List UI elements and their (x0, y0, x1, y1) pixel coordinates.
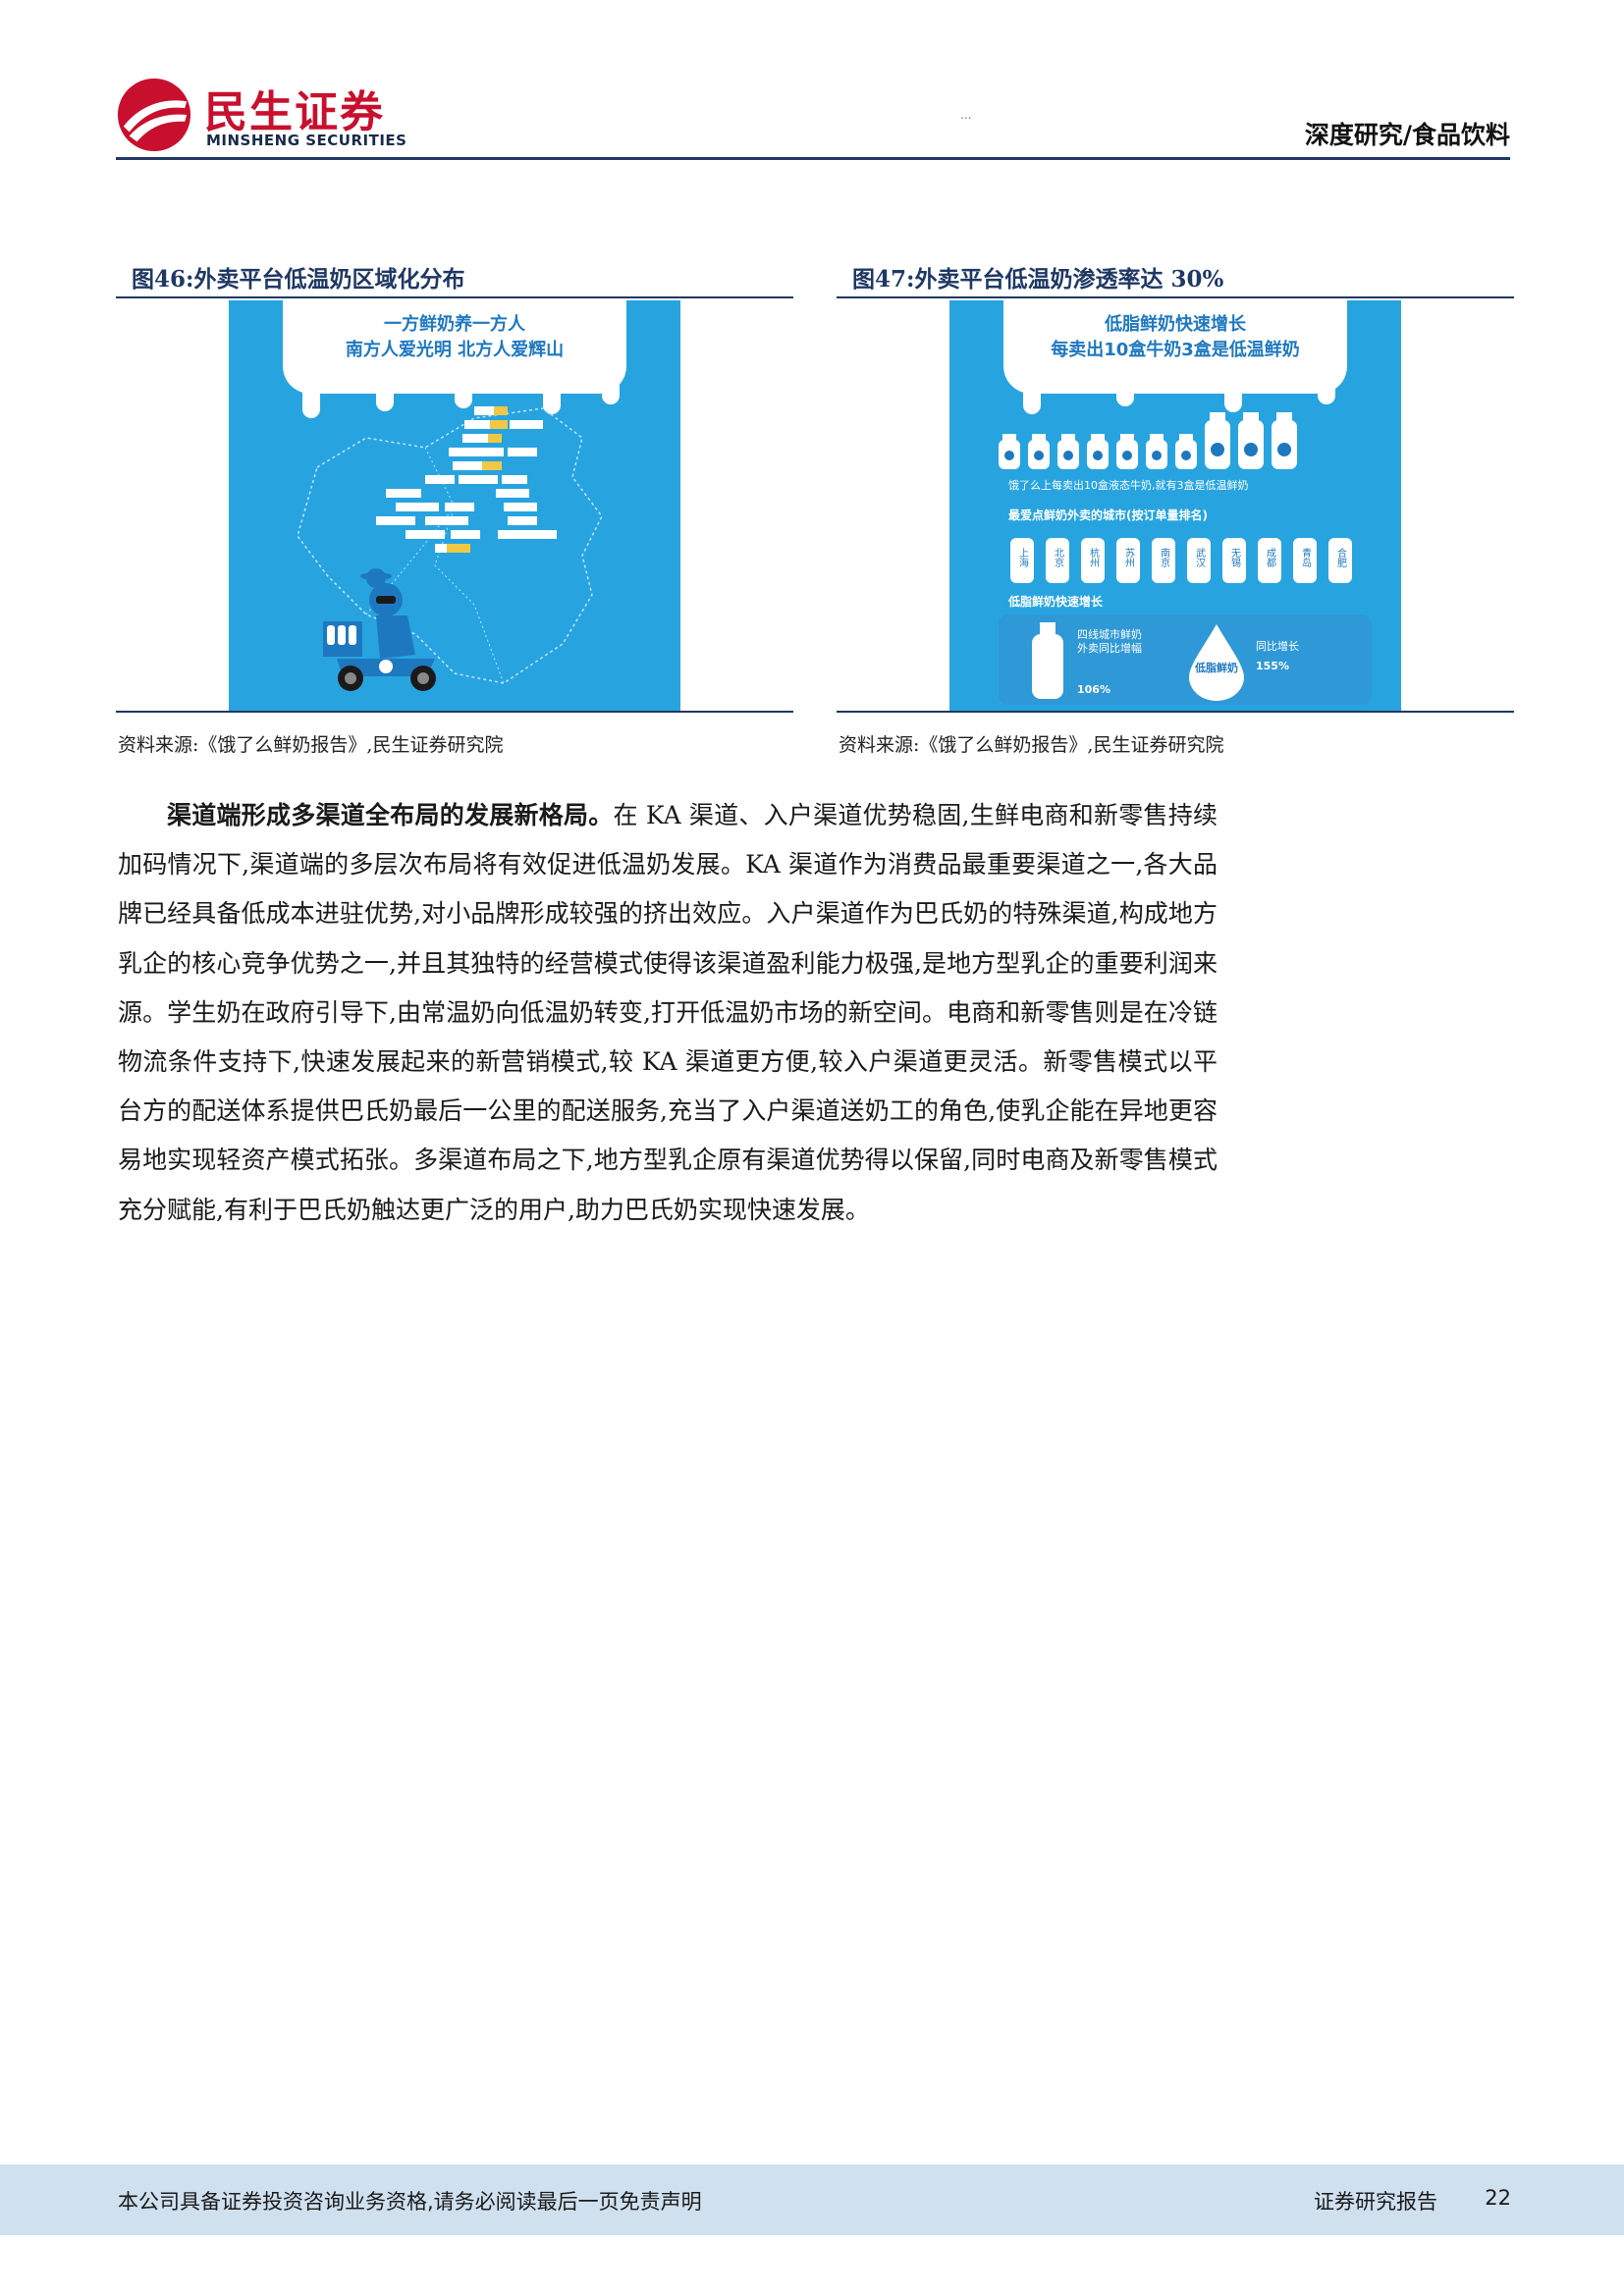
city-label: 南京 (1159, 547, 1170, 568)
milk-drip (302, 379, 320, 418)
figure-46-title: 图46:外卖平台低温奶区域化分布 (116, 263, 793, 298)
logo-english-name: MINSHENG SECURITIES (206, 132, 407, 149)
delivery-rider-icon (323, 568, 436, 691)
city-label: 杭州 (1088, 547, 1100, 567)
header-divider (116, 157, 1510, 160)
figure-47-growth-title: 低脂鲜奶快速增长 (1008, 595, 1104, 609)
milk-drip (1224, 383, 1242, 412)
city-label: 青岛 (1300, 547, 1312, 568)
footer-disclaimer: 本公司具备证券投资咨询业务资格,请务必阅读最后一页免责声明 (118, 2190, 702, 2214)
logo-chinese-name: 民生证券 (204, 87, 385, 137)
growth-left-label: 四线城市鲜奶外卖同比增幅 (1077, 628, 1142, 655)
paragraph-lead: 渠道端形成多渠道全布局的发展新格局。 (167, 801, 614, 829)
milk-drip (1318, 379, 1335, 404)
milk-drip (543, 381, 561, 414)
growth-panel: 四线城市鲜奶外卖同比增幅 106% 低脂鲜奶 同比增长 155% (999, 614, 1372, 705)
figure-47-bottom-rule (837, 711, 1514, 713)
minsheng-logo-icon (117, 78, 191, 152)
city-label: 武汉 (1194, 547, 1206, 568)
milk-drip (376, 384, 394, 411)
figure-47-cities-title: 最爱点鲜奶外卖的城市(按订单量排名) (1008, 508, 1208, 522)
figure-46-source: 资料来源:《饿了么鲜奶报告》,民生证券研究院 (118, 734, 504, 756)
figure-47: 图47:外卖平台低温奶渗透率达 30% 低脂鲜奶快速增长 每卖出10盒牛奶3盒是… (837, 263, 1514, 757)
milk-cloud (1003, 300, 1347, 394)
figure-46-bottom-rule (116, 711, 793, 713)
figure-46: 图46:外卖平台低温奶区域化分布 一方鲜奶养一方人 南方人爱光明 北方人爱辉山 (116, 263, 793, 757)
figure-46-image: 一方鲜奶养一方人 南方人爱光明 北方人爱辉山 (229, 300, 680, 711)
city-label: 成都 (1265, 548, 1276, 568)
growth-left-value: 106% (1077, 683, 1110, 696)
page-number: 22 (1485, 2186, 1511, 2210)
figure-47-stat-line: 饿了么上每卖出10盒液态牛奶,就有3盒是低温鲜奶 (1008, 479, 1249, 492)
figure-46-banner-line2: 南方人爱光明 北方人爱辉山 (345, 340, 565, 360)
page-header: 民生证券 MINSHENG SECURITIES ... 深度研究/食品饮料 (116, 69, 1510, 159)
city-label: 苏州 (1123, 547, 1135, 567)
city-label: 上海 (1017, 548, 1029, 568)
china-map-icon (297, 406, 603, 684)
body-paragraph: 渠道端形成多渠道全布局的发展新格局。在 KA 渠道、入户渠道优势稳固,生鲜电商和… (118, 791, 1218, 1235)
city-bottles-icon: 上海 北京 杭州 苏州 南京 武汉 无锡 成都 青岛 合肥 (1010, 538, 1352, 583)
growth-right-value: 155% (1256, 660, 1289, 672)
figure-47-image: 低脂鲜奶快速增长 每卖出10盒牛奶3盒是低温鲜奶 饿了么 (949, 300, 1401, 711)
city-label: 合肥 (1335, 547, 1347, 568)
figure-47-banner-line1: 低脂鲜奶快速增长 (1105, 314, 1246, 335)
city-label: 北京 (1053, 548, 1064, 568)
growth-right-label: 低脂鲜奶 (1195, 662, 1238, 674)
milk-drip (1116, 385, 1134, 406)
milk-drip (602, 379, 620, 404)
section-label: 深度研究/食品饮料 (1304, 121, 1510, 149)
paragraph-text: 在 KA 渠道、入户渠道优势稳固,生鲜电商和新零售持续加码情况下,渠道端的多层次… (118, 801, 1218, 1224)
footer-report-type: 证券研究报告 (1314, 2190, 1437, 2214)
milk-cloud (283, 300, 626, 394)
figure-47-banner-line2: 每卖出10盒牛奶3盒是低温鲜奶 (1051, 340, 1300, 360)
city-label: 无锡 (1229, 548, 1241, 568)
figure-47-title: 图47:外卖平台低温奶渗透率达 30% (837, 263, 1514, 298)
header-smudge: ... (960, 108, 972, 122)
figure-47-source: 资料来源:《饿了么鲜奶报告》,民生证券研究院 (839, 734, 1224, 756)
growth-right-text: 同比增长 (1256, 640, 1299, 653)
milk-bottles-icon (999, 412, 1297, 469)
page-footer: 本公司具备证券投资咨询业务资格,请务必阅读最后一页免责声明 证券研究报告 22 (0, 2164, 1624, 2235)
minsheng-logo: 民生证券 MINSHENG SECURITIES (116, 69, 410, 157)
bottle-icon (1032, 622, 1063, 699)
milk-drip (1023, 379, 1041, 414)
milk-drop-icon (1189, 624, 1244, 701)
milk-drip (455, 387, 472, 408)
figure-46-banner-line1: 一方鲜奶养一方人 (384, 314, 525, 335)
